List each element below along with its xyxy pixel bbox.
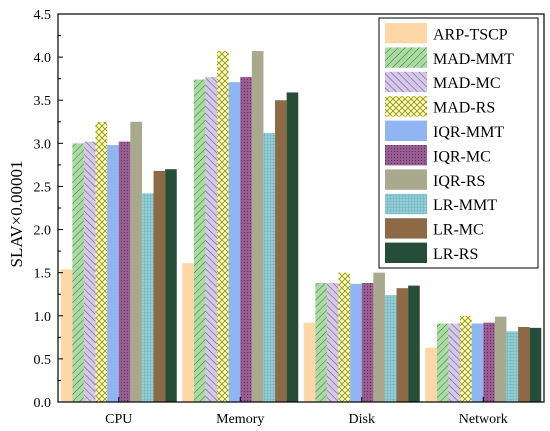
legend-swatch: [385, 193, 427, 215]
y-axis-ticks: 0.0 0.5 1.0 1.5 2.0 2.5 3.0 3.5 4.0 4.5: [34, 8, 63, 411]
bar-mad-rs-memory: [217, 51, 229, 402]
y-tick-label: 1.0: [34, 310, 52, 325]
legend: ARP-TSCP MAD-MMT MAD-MC MAD-RS IQR-MMT IQR-MC…: [378, 17, 539, 269]
legend-label: LR-MMT: [433, 197, 497, 214]
bar-lr-mc-cpu: [153, 170, 166, 402]
y-tick-label: 0.5: [34, 353, 52, 368]
bar-arp-tscp-disk: [303, 322, 316, 402]
bar-iqr-mc-network: [483, 322, 495, 402]
legend-label: LR-RS: [433, 246, 478, 263]
bar-lr-mc-memory: [275, 100, 287, 402]
bar-iqr-rs-memory: [251, 51, 264, 402]
x-axis-ticks: CPU Memory Disk Network: [105, 397, 508, 427]
y-tick-label: 0.0: [34, 396, 52, 411]
bar-lr-rs-disk: [408, 285, 420, 402]
bar-iqr-mmt-cpu: [107, 145, 119, 402]
y-tick-label: 3.5: [34, 94, 52, 109]
plot-area: [57, 13, 545, 403]
y-tick-label: 4.5: [34, 8, 52, 23]
bar-lr-mmt-memory: [263, 132, 276, 403]
y-tick-label: 2.0: [34, 224, 52, 239]
bar-iqr-mc-cpu: [118, 141, 131, 403]
legend-label: MAD-RS: [433, 100, 495, 117]
bar-iqr-mc-memory: [240, 76, 252, 402]
bar-lr-rs-cpu: [165, 169, 177, 402]
bar-lr-mc-network: [518, 326, 530, 402]
bar-arp-tscp-memory: [182, 263, 194, 402]
legend-swatch: [385, 145, 427, 166]
x-tick-label: Disk: [349, 412, 375, 427]
bar-mad-mc-network: [448, 323, 461, 402]
bar-mad-mmt-network: [436, 323, 449, 402]
legend-label: IQR-MC: [433, 148, 491, 165]
x-tick-label: Network: [459, 412, 508, 427]
bar-lr-rs-network: [529, 327, 542, 402]
legend-label: LR-MC: [433, 222, 484, 239]
legend-swatch: [385, 47, 427, 68]
bar-mad-mc-disk: [326, 283, 339, 402]
x-tick-label: CPU: [105, 412, 132, 427]
y-tick-label: 2.5: [34, 180, 52, 195]
legend-swatch: [385, 242, 427, 263]
legend-swatch: [385, 96, 427, 117]
bar-mad-mc-memory: [205, 76, 218, 402]
bar-lr-mmt-disk: [384, 295, 397, 402]
bar-mad-mc-cpu: [83, 141, 96, 403]
legend-swatch: [385, 23, 427, 44]
bar-arp-tscp-cpu: [60, 269, 73, 402]
legend-swatch: [385, 120, 427, 141]
bar-lr-mc-disk: [396, 288, 409, 402]
x-tick-label: Memory: [216, 412, 264, 427]
bar-mad-mmt-memory: [193, 79, 206, 402]
bar-iqr-mmt-memory: [228, 82, 241, 403]
legend-label: IQR-MMT: [433, 124, 504, 141]
bar-lr-rs-memory: [286, 92, 299, 403]
legend-swatch: [385, 71, 427, 93]
bar-mad-rs-network: [460, 315, 472, 402]
bar-iqr-mmt-disk: [350, 283, 362, 402]
y-tick-label: 1.5: [34, 267, 52, 282]
bar-mad-mmt-disk: [315, 283, 327, 402]
bar-iqr-mmt-network: [471, 323, 484, 402]
legend-label: MAD-MMT: [433, 51, 514, 68]
bar-mad-rs-disk: [338, 272, 351, 402]
bar-iqr-rs-network: [494, 316, 507, 402]
legend-label: IQR-RS: [433, 173, 485, 190]
bar-mad-rs-cpu: [95, 121, 108, 402]
bar-iqr-mc-disk: [361, 283, 374, 402]
y-tick-label: 3.0: [34, 137, 52, 152]
legend-label: MAD-MC: [433, 75, 501, 92]
y-axis-title: SLAV×0.00001: [7, 160, 26, 267]
legend-label: ARP-TSCP: [433, 26, 508, 43]
y-tick-label: 4.0: [34, 51, 52, 66]
legend-swatch: [385, 218, 427, 239]
bar-iqr-rs-disk: [373, 272, 385, 402]
bar-iqr-rs-cpu: [130, 121, 142, 402]
bar-lr-mmt-cpu: [141, 193, 154, 402]
bar-arp-tscp-network: [425, 347, 437, 402]
bar-mad-mmt-cpu: [72, 143, 84, 402]
legend-swatch: [385, 169, 427, 190]
bar-lr-mmt-network: [506, 331, 519, 402]
